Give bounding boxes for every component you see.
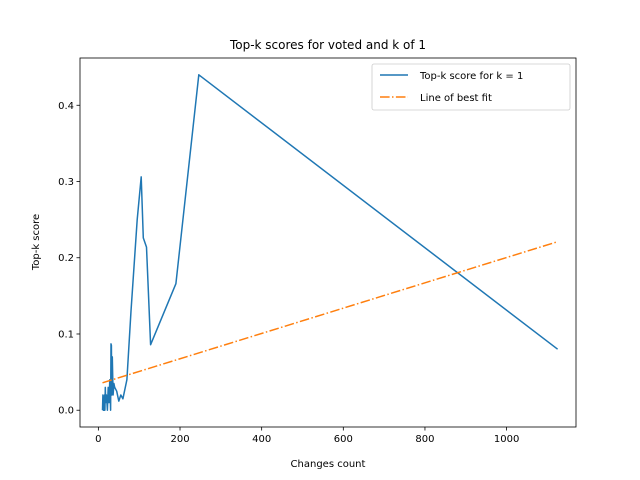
y-tick-label: 0.3 bbox=[58, 177, 74, 188]
x-tick-label: 400 bbox=[252, 434, 271, 445]
plot-frame bbox=[79, 57, 577, 428]
chart-title: Top-k scores for voted and k of 1 bbox=[229, 38, 426, 52]
series-line-topk bbox=[101, 74, 559, 411]
ticks-layer: 0 200 400 600 800 1000 0.0 0.1 0.2 0.3 0.4 bbox=[58, 101, 519, 445]
y-tick-label: 0.4 bbox=[58, 101, 74, 112]
x-tick-label: 800 bbox=[415, 434, 434, 445]
x-tick-label: 1000 bbox=[494, 434, 519, 445]
y-tick-label: 0.1 bbox=[58, 329, 74, 340]
legend-box bbox=[371, 63, 571, 111]
y-tick-label: 0.0 bbox=[58, 406, 74, 417]
x-tick-label: 200 bbox=[170, 434, 189, 445]
legend: Top-k score for k = 1 Line of best fit bbox=[371, 63, 571, 111]
x-tick-label: 0 bbox=[95, 434, 101, 445]
y-tick-label: 0.2 bbox=[58, 253, 74, 264]
x-tick-label: 600 bbox=[334, 434, 353, 445]
legend-label-bestfit: Line of best fit bbox=[420, 93, 492, 104]
legend-label-topk: Top-k score for k = 1 bbox=[419, 71, 523, 82]
x-axis-label: Changes count bbox=[291, 459, 366, 470]
series-layer bbox=[101, 74, 559, 411]
y-axis-label: Top-k score bbox=[31, 214, 42, 271]
